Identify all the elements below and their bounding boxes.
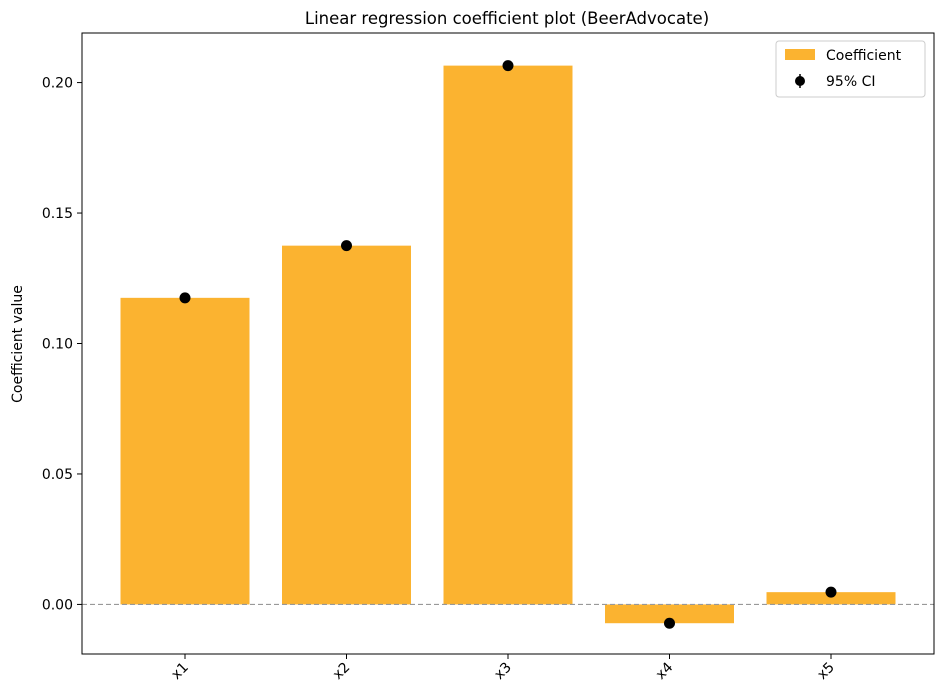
y-tick-label: 0.00	[42, 597, 73, 613]
bar-x1	[120, 297, 250, 605]
x-tick-label: x4	[653, 659, 677, 683]
legend-coefficient-label: Coefficient	[826, 48, 902, 64]
x-tick-label: x2	[330, 660, 353, 683]
ci-point-x3	[502, 60, 514, 72]
bars-layer	[120, 65, 896, 624]
chart-title: Linear regression coefficient plot (Beer…	[305, 9, 709, 28]
legend-ci-marker	[795, 76, 805, 86]
y-tick-label: 0.15	[42, 206, 73, 222]
x-tick-label: x1	[168, 660, 191, 683]
x-tick-label: x5	[814, 660, 837, 683]
legend-ci-label: 95% CI	[826, 74, 875, 90]
legend-coefficient-swatch	[785, 49, 815, 60]
y-axis-label: Coefficient value	[10, 285, 26, 403]
ci-point-x4	[664, 617, 675, 629]
y-tick-label: 0.20	[42, 76, 73, 92]
bar-x2	[282, 245, 411, 605]
ci-point-x2	[341, 240, 352, 252]
ci-point-x1	[179, 292, 191, 304]
x-axis: x1 x2 x3 x4 x5	[168, 654, 838, 683]
bar-x4	[605, 604, 734, 624]
y-tick-label: 0.10	[42, 337, 73, 353]
bar-x5	[766, 592, 896, 605]
y-tick-label: 0.05	[42, 467, 73, 483]
legend: Coefficient 95% CI	[775, 40, 926, 98]
bar-x3	[443, 65, 573, 605]
ci-point-x5	[825, 586, 837, 598]
x-tick-label: x3	[491, 660, 514, 683]
ci-points-layer	[179, 60, 837, 629]
y-axis: 0.00 0.05 0.10 0.15 0.20	[42, 76, 82, 613]
